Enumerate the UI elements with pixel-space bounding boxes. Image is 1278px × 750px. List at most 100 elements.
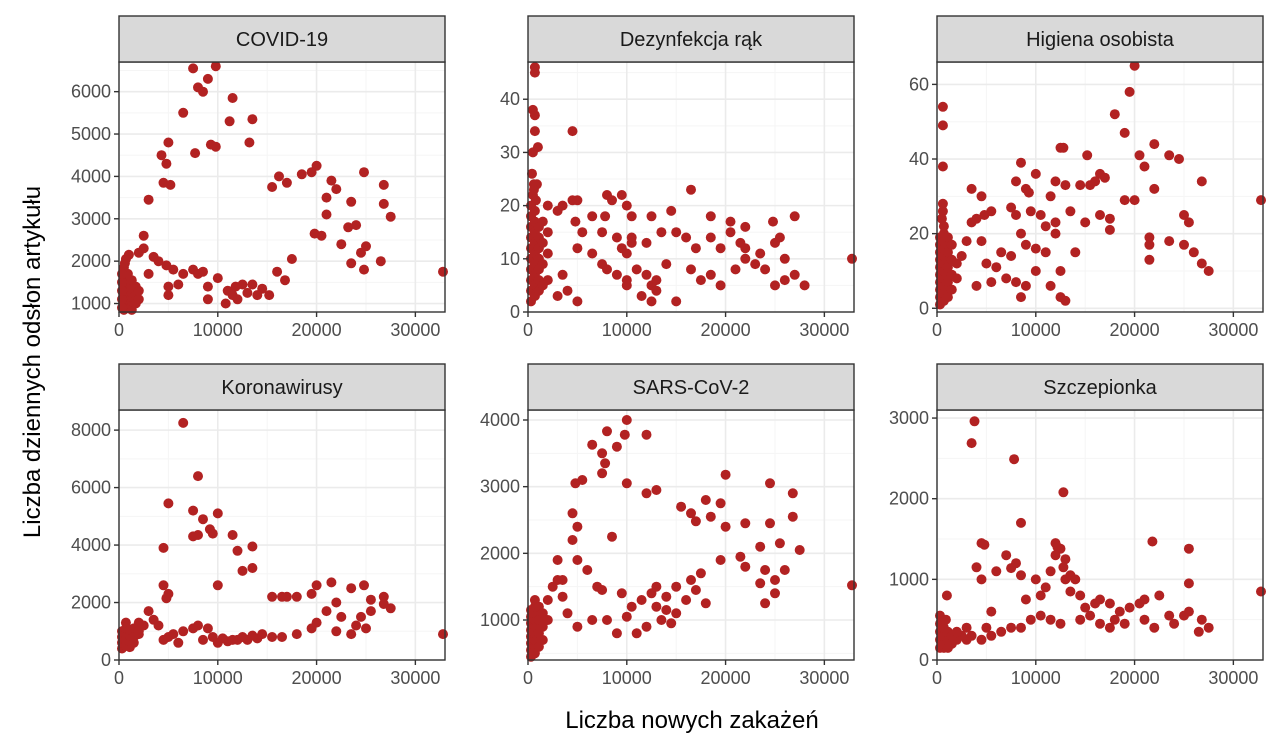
panel-6: Szczepionka 0 10000 20000 30000 0 1000 2000 3000	[889, 363, 1266, 688]
data-point	[542, 615, 553, 625]
data-point	[799, 280, 810, 291]
data-point	[1256, 586, 1266, 597]
data-point	[148, 614, 159, 625]
data-point	[942, 642, 953, 653]
data-point	[1164, 150, 1175, 161]
data-point	[725, 216, 736, 227]
data-point	[750, 259, 761, 270]
x-tick-label: 30000	[799, 320, 849, 340]
data-point	[572, 555, 583, 565]
data-point	[1119, 195, 1130, 206]
data-point	[1016, 292, 1026, 303]
data-point	[356, 611, 366, 622]
data-point	[537, 635, 548, 645]
y-tick-label: 30	[500, 142, 520, 162]
data-point	[529, 110, 540, 121]
data-point	[365, 594, 376, 605]
data-point	[621, 611, 632, 622]
data-point	[1080, 602, 1091, 613]
data-point	[1035, 590, 1046, 601]
data-point	[686, 575, 696, 585]
data-point	[178, 626, 189, 637]
data-point	[210, 141, 221, 152]
data-point	[552, 555, 563, 565]
data-point	[661, 591, 672, 602]
data-point	[651, 485, 662, 495]
data-point	[705, 232, 716, 243]
data-point	[375, 256, 386, 267]
data-point	[705, 511, 716, 522]
data-point	[1045, 280, 1056, 291]
data-point	[133, 626, 144, 637]
strip-title: Koronawirusy	[221, 377, 342, 399]
data-point	[1203, 266, 1214, 276]
data-point	[156, 150, 167, 161]
data-point	[735, 551, 746, 562]
y-tick-label: 6000	[71, 478, 111, 498]
data-point	[681, 595, 692, 605]
strip-background	[936, 363, 1264, 411]
data-point	[631, 264, 642, 275]
data-point	[1196, 258, 1207, 269]
data-point	[1124, 86, 1135, 97]
data-point	[237, 632, 248, 642]
data-point	[700, 495, 711, 505]
data-point	[755, 578, 766, 589]
data-point	[611, 232, 622, 243]
x-tick-label: 30000	[390, 668, 440, 688]
strip-background	[118, 15, 446, 63]
data-point	[331, 626, 342, 637]
data-point	[607, 531, 617, 542]
data-point	[641, 488, 652, 499]
data-point	[671, 581, 682, 592]
data-point	[1179, 210, 1189, 220]
data-point	[198, 86, 208, 97]
strip-background	[936, 15, 1264, 63]
data-point	[529, 205, 540, 216]
data-point	[740, 518, 751, 529]
y-tick-label: 0	[101, 650, 111, 670]
data-point	[981, 258, 992, 269]
data-point	[597, 468, 608, 479]
data-point	[597, 227, 608, 238]
data-point	[760, 565, 771, 575]
data-point	[378, 591, 389, 602]
data-point	[286, 254, 297, 264]
data-point	[847, 253, 857, 264]
data-point	[587, 248, 598, 259]
data-point	[1144, 254, 1155, 265]
y-tick-label: 20	[909, 224, 929, 244]
data-point	[1154, 590, 1165, 601]
data-point	[158, 177, 169, 188]
y-tick-label: 4000	[71, 166, 111, 186]
panel-4: Koronawirusy 0 10000 20000 30000 0 2000 4000 600…	[71, 363, 448, 688]
data-point	[161, 158, 172, 169]
data-point	[976, 634, 987, 645]
data-point	[779, 275, 790, 286]
data-point	[351, 620, 362, 631]
data-point	[671, 227, 682, 238]
data-point	[1050, 228, 1061, 239]
data-point	[936, 213, 947, 224]
data-point	[1011, 176, 1021, 187]
data-point	[1183, 606, 1194, 617]
data-point	[359, 264, 369, 275]
panel-3: Higiena osobista 0 10000 20000 30000 0 20 40 60	[909, 15, 1266, 340]
data-point	[937, 206, 948, 217]
data-point	[1016, 517, 1026, 528]
data-point	[631, 628, 642, 639]
data-point	[690, 585, 701, 595]
data-point	[163, 290, 174, 301]
data-point	[537, 237, 548, 248]
data-point	[202, 73, 213, 84]
data-point	[966, 183, 977, 194]
data-point	[1075, 590, 1086, 601]
data-point	[562, 608, 573, 619]
x-tick-label: 30000	[1208, 320, 1258, 340]
data-point	[281, 177, 292, 188]
data-point	[1006, 563, 1017, 574]
data-point	[686, 508, 696, 519]
data-point	[120, 254, 131, 264]
data-point	[572, 243, 583, 254]
data-point	[1104, 598, 1115, 609]
